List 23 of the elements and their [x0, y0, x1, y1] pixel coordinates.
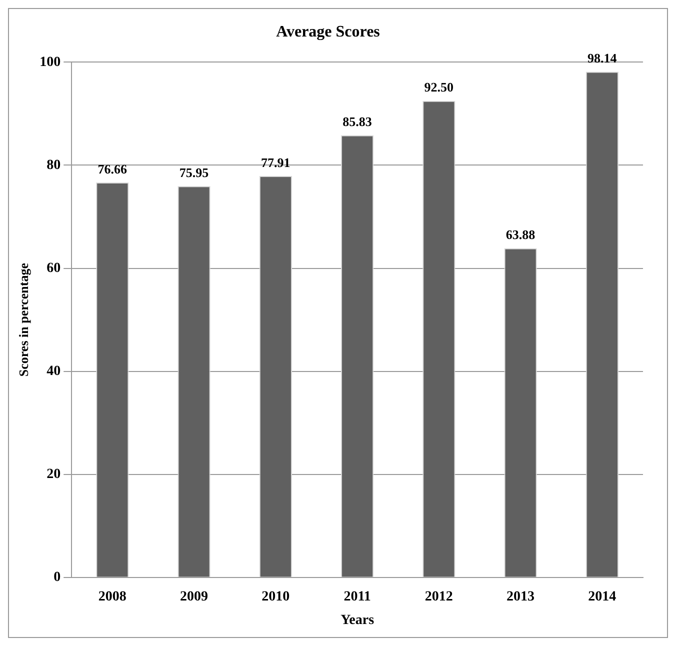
y-axis-title: Scores in percentage: [16, 262, 32, 377]
chart-title: Average Scores: [276, 24, 380, 41]
y-tick-label: 100: [40, 54, 61, 70]
x-axis-title: Years: [340, 613, 375, 628]
x-tick-label: 2011: [344, 589, 371, 604]
y-tick-label: 80: [46, 158, 61, 173]
data-label: 98.14: [588, 50, 618, 66]
data-label: 75.95: [179, 164, 210, 180]
x-tick-label: 2010: [262, 589, 290, 604]
y-tick-label: 60: [46, 260, 61, 276]
x-tick-label: 2008: [98, 589, 126, 604]
x-tick-label: 2012: [424, 589, 453, 604]
y-tick-label: 40: [46, 364, 61, 379]
data-label: 76.66: [98, 161, 128, 176]
y-tick-label: 20: [46, 466, 61, 482]
x-tick-label: 2014: [588, 589, 616, 604]
data-label: 63.88: [506, 227, 536, 242]
x-tick-label: 2009: [180, 589, 208, 604]
y-tick-label: 0: [54, 570, 61, 586]
data-label: 92.50: [424, 80, 454, 95]
data-label: 77.91: [261, 154, 290, 170]
data-label: 85.83: [342, 114, 372, 130]
x-tick-label: 2013: [506, 589, 535, 604]
